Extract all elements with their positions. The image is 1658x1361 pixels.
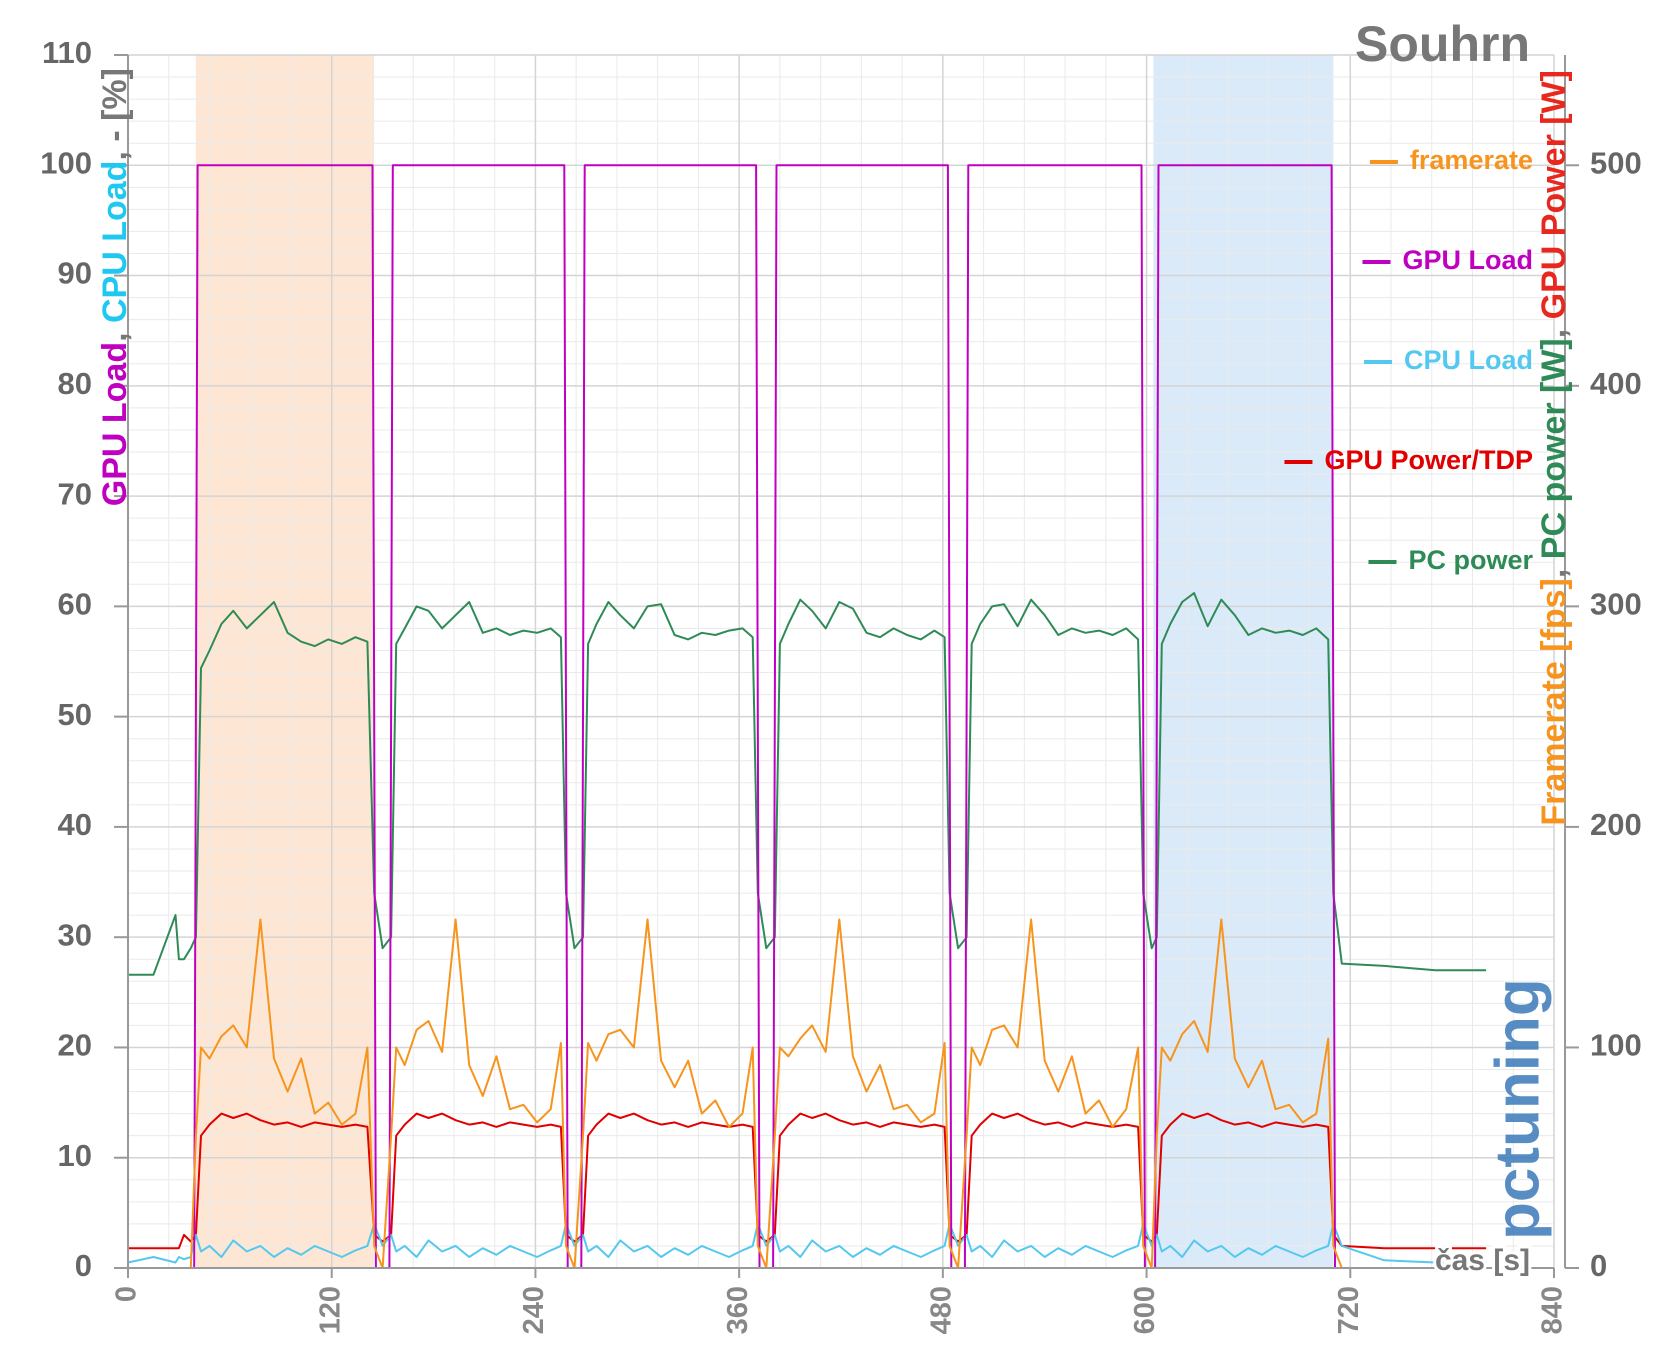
x-axis-title: čas [s] [1435,1244,1530,1277]
y2-tick-label: 400 [1590,366,1642,401]
y-tick-label: 10 [58,1138,92,1173]
watermark: pctuning [1483,978,1552,1240]
y2-axis-title: Framerate [fps], PC power [W], GPU Power… [1535,70,1573,826]
y-tick-label: 40 [58,807,92,842]
y2-tick-label: 300 [1590,587,1642,622]
x-tick-label: 840 [1537,1286,1569,1334]
y-tick-label: 60 [58,587,92,622]
y-tick-label: 80 [58,366,92,401]
legend-label: GPU Power/TDP [1324,445,1533,475]
y-tick-label: 20 [58,1028,92,1063]
legend-label: framerate [1410,145,1533,175]
y-tick-label: 50 [58,697,92,732]
highlight-band [195,55,375,1268]
background-layer [127,54,1555,1269]
legend-label: PC power [1408,545,1533,575]
legend-label: CPU Load [1404,345,1533,375]
x-tick-label: 0 [111,1286,143,1302]
y-tick-label: 70 [58,476,92,511]
x-tick-label: 240 [518,1286,550,1334]
label-layer: Souhrn 0 10 20 30 40 50 60 70 80 90 100 110 0 120 240 3… [40,16,1641,1334]
y-axis-title-part: GPU Load [96,342,134,506]
x-tick-label: 720 [1333,1286,1365,1334]
y-tick-label: 30 [58,917,92,952]
y2-axis-title-part: , [1535,559,1573,578]
y2-axis-title-part: GPU Power [W] [1535,70,1573,319]
x-tick-label: 600 [1129,1286,1161,1334]
y2-axis-title-part: , [1535,319,1573,338]
x-tick-label: 360 [722,1286,754,1334]
highlight-band [1153,55,1334,1268]
y2-tick-label: 500 [1590,145,1642,180]
y2-axis-title-part: Framerate [fps] [1535,578,1573,826]
series-line [128,918,1487,1269]
y-axis-title-part: , - [%] [96,68,134,161]
x-tick-label: 480 [926,1286,958,1334]
x-tick-label: 120 [314,1286,346,1334]
y-axis-title-part: CPU Load [96,161,134,323]
y2-tick-label: 200 [1590,807,1642,842]
y-axis-title-part: , [96,323,134,342]
chart-title: Souhrn [1355,16,1530,72]
y2-axis-title-part: PC power [W] [1535,338,1573,559]
y-tick-label: 110 [42,35,92,70]
y-axis-title: GPU Load, CPU Load, - [%] [96,68,134,506]
y2-tick-label: 0 [1590,1248,1607,1283]
legend-label: GPU Load [1402,245,1533,275]
y-tick-label: 0 [75,1248,92,1283]
y-tick-label: 90 [58,256,92,291]
y-tick-label: 100 [40,145,92,180]
y2-tick-label: 100 [1590,1028,1642,1063]
